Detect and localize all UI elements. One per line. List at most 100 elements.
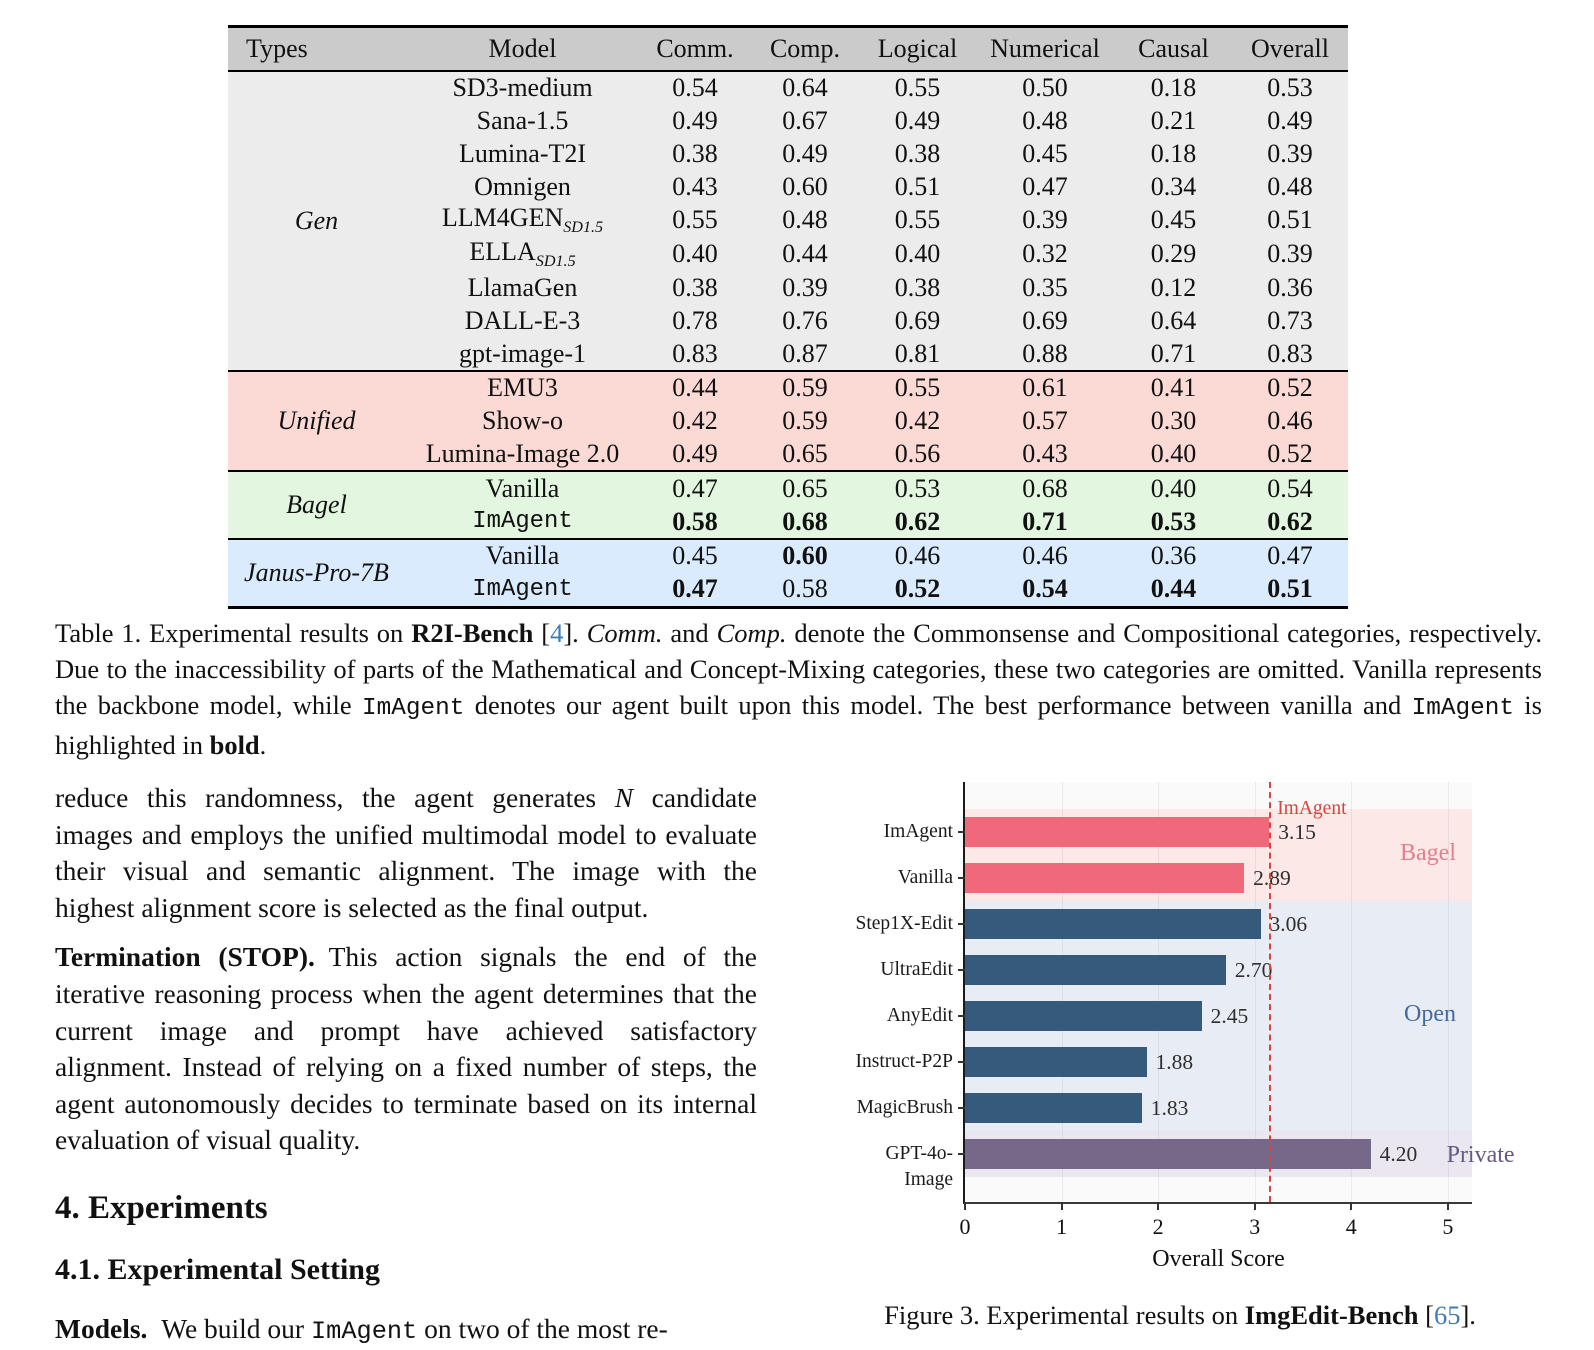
x-tick-label: 4 bbox=[1345, 1214, 1357, 1239]
score-cell: 0.64 bbox=[1115, 304, 1232, 338]
score-cell: 0.36 bbox=[1115, 537, 1232, 573]
score-cell: 0.51 bbox=[1232, 203, 1348, 238]
table-header: Types Model Comm. Comp. Logical Numerica… bbox=[228, 26, 1348, 72]
reference-line bbox=[1269, 782, 1272, 1202]
score-cell: 0.59 bbox=[750, 369, 860, 405]
y-axis-tick bbox=[958, 969, 965, 971]
text-segment: Figure 3. Experimental results on bbox=[884, 1300, 1245, 1330]
paragraph-candidates: reduce this randomness, the agent genera… bbox=[55, 780, 757, 926]
score-cell: 0.48 bbox=[1232, 170, 1348, 204]
text-segment: Models. bbox=[55, 1312, 148, 1344]
score-cell: 0.58 bbox=[750, 572, 860, 608]
score-cell: 0.65 bbox=[750, 437, 860, 472]
score-cell: 0.45 bbox=[975, 137, 1115, 171]
y-axis-label: GPT-4o-Image bbox=[885, 1143, 953, 1190]
score-cell: 0.18 bbox=[1115, 137, 1232, 171]
model-name-cell: LLM4GENSD1.5 bbox=[405, 203, 640, 238]
model-name-cell: ImAgent bbox=[405, 572, 640, 608]
score-cell: 0.60 bbox=[750, 170, 860, 204]
type-group-label: Janus-Pro-7B bbox=[228, 537, 405, 608]
score-cell: 0.68 bbox=[750, 505, 860, 539]
y-axis-tick bbox=[958, 1015, 965, 1017]
score-cell: 0.55 bbox=[860, 369, 975, 405]
citation-link[interactable]: 4 bbox=[550, 618, 564, 648]
model-name-cell: LlamaGen bbox=[405, 271, 640, 305]
gridline bbox=[1254, 782, 1256, 1202]
model-name-cell: ELLASD1.5 bbox=[405, 237, 640, 272]
model-name-cell: EMU3 bbox=[405, 369, 640, 405]
bar bbox=[965, 817, 1270, 847]
score-cell: 0.69 bbox=[860, 304, 975, 338]
bar-value-label: 3.15 bbox=[1278, 820, 1316, 844]
table-1-caption: Table 1. Experimental results on R2I-Ben… bbox=[55, 615, 1542, 763]
score-cell: 0.45 bbox=[1115, 203, 1232, 238]
score-cell: 0.42 bbox=[640, 404, 750, 438]
score-cell: 0.49 bbox=[640, 437, 750, 472]
score-cell: 0.67 bbox=[750, 104, 860, 138]
x-axis-tick bbox=[1350, 1202, 1353, 1210]
text-segment: denote the Commonsense and Compositional… bbox=[55, 618, 1543, 720]
type-group-label: Unified bbox=[228, 369, 405, 472]
bar bbox=[965, 1047, 1147, 1077]
bar bbox=[965, 955, 1226, 985]
model-name-cell: Vanilla bbox=[405, 537, 640, 573]
score-cell: 0.38 bbox=[640, 271, 750, 305]
table-row: Lumina-T2I 0.38 0.49 0.38 0.45 0.18 0.39 bbox=[228, 137, 1348, 171]
score-cell: 0.44 bbox=[1115, 572, 1232, 608]
group-label: Private bbox=[1446, 1142, 1515, 1168]
score-cell: 0.38 bbox=[860, 271, 975, 305]
table-1-container: Types Model Comm. Comp. Logical Numerica… bbox=[228, 25, 1348, 609]
section-heading-experiments: 4. Experiments bbox=[55, 1189, 268, 1226]
col-header-model: Model bbox=[405, 26, 640, 72]
y-axis-tick bbox=[958, 1061, 965, 1063]
text-segment: ImgEdit-Bench bbox=[1244, 1300, 1419, 1330]
group-label: Bagel bbox=[1400, 840, 1456, 866]
score-cell: 0.12 bbox=[1115, 271, 1232, 305]
score-cell: 0.29 bbox=[1115, 237, 1232, 272]
score-cell: 0.46 bbox=[975, 537, 1115, 573]
model-name-cell: Show-o bbox=[405, 404, 640, 438]
figure-3-container: Overall Score Bagel Open Private 0 1 2 3 4 5 3.15… bbox=[850, 782, 1515, 1331]
score-cell: 0.53 bbox=[1115, 505, 1232, 539]
score-cell: 0.47 bbox=[640, 470, 750, 506]
score-cell: 0.30 bbox=[1115, 404, 1232, 438]
score-cell: 0.55 bbox=[860, 203, 975, 238]
score-cell: 0.39 bbox=[1232, 137, 1348, 171]
text-segment: [ bbox=[533, 618, 551, 648]
x-axis-tick bbox=[1446, 1202, 1449, 1210]
type-group-label: Bagel bbox=[228, 470, 405, 539]
score-cell: 0.58 bbox=[640, 505, 750, 539]
score-cell: 0.83 bbox=[640, 337, 750, 371]
bar-value-label: 3.06 bbox=[1269, 912, 1308, 936]
score-cell: 0.49 bbox=[1232, 104, 1348, 138]
score-cell: 0.71 bbox=[1115, 337, 1232, 371]
citation-link[interactable]: 65 bbox=[1433, 1300, 1461, 1330]
gridline bbox=[1158, 782, 1160, 1202]
table-row: LlamaGen 0.38 0.39 0.38 0.35 0.12 0.36 bbox=[228, 271, 1348, 305]
score-cell: 0.52 bbox=[1232, 369, 1348, 405]
score-cell: 0.87 bbox=[750, 337, 860, 371]
col-header-logical: Logical bbox=[860, 26, 975, 72]
score-cell: 0.38 bbox=[860, 137, 975, 171]
score-cell: 0.56 bbox=[860, 437, 975, 472]
score-cell: 0.40 bbox=[640, 237, 750, 272]
model-name-cell: gpt-image-1 bbox=[405, 337, 640, 371]
score-cell: 0.48 bbox=[975, 104, 1115, 138]
score-cell: 0.55 bbox=[640, 203, 750, 238]
text-segment: denotes our agent built upon this model.… bbox=[464, 690, 1412, 720]
y-axis-label: ImAgent bbox=[883, 821, 953, 842]
x-tick-label: 1 bbox=[1056, 1214, 1068, 1239]
score-cell: 0.47 bbox=[1232, 537, 1348, 573]
score-cell: 0.68 bbox=[975, 470, 1115, 506]
table-row: Lumina-Image 2.0 0.49 0.65 0.56 0.43 0.40 0.52 bbox=[228, 437, 1348, 472]
x-axis-tick bbox=[1157, 1202, 1160, 1210]
table-row: LLM4GENSD1.5 0.55 0.48 0.55 0.39 0.45 0.51 bbox=[228, 203, 1348, 238]
text-segment: This action signals the end of the itera… bbox=[55, 941, 758, 1156]
model-name-cell: SD3-medium bbox=[405, 70, 640, 105]
x-axis-tick bbox=[1060, 1202, 1063, 1210]
x-axis-tick bbox=[964, 1202, 966, 1210]
y-axis-label: UltraEdit bbox=[880, 959, 953, 980]
table-row: DALL-E-3 0.78 0.76 0.69 0.69 0.64 0.73 bbox=[228, 304, 1348, 338]
text-segment: N bbox=[614, 782, 634, 813]
text-segment: is highlighted in bbox=[55, 690, 1542, 760]
